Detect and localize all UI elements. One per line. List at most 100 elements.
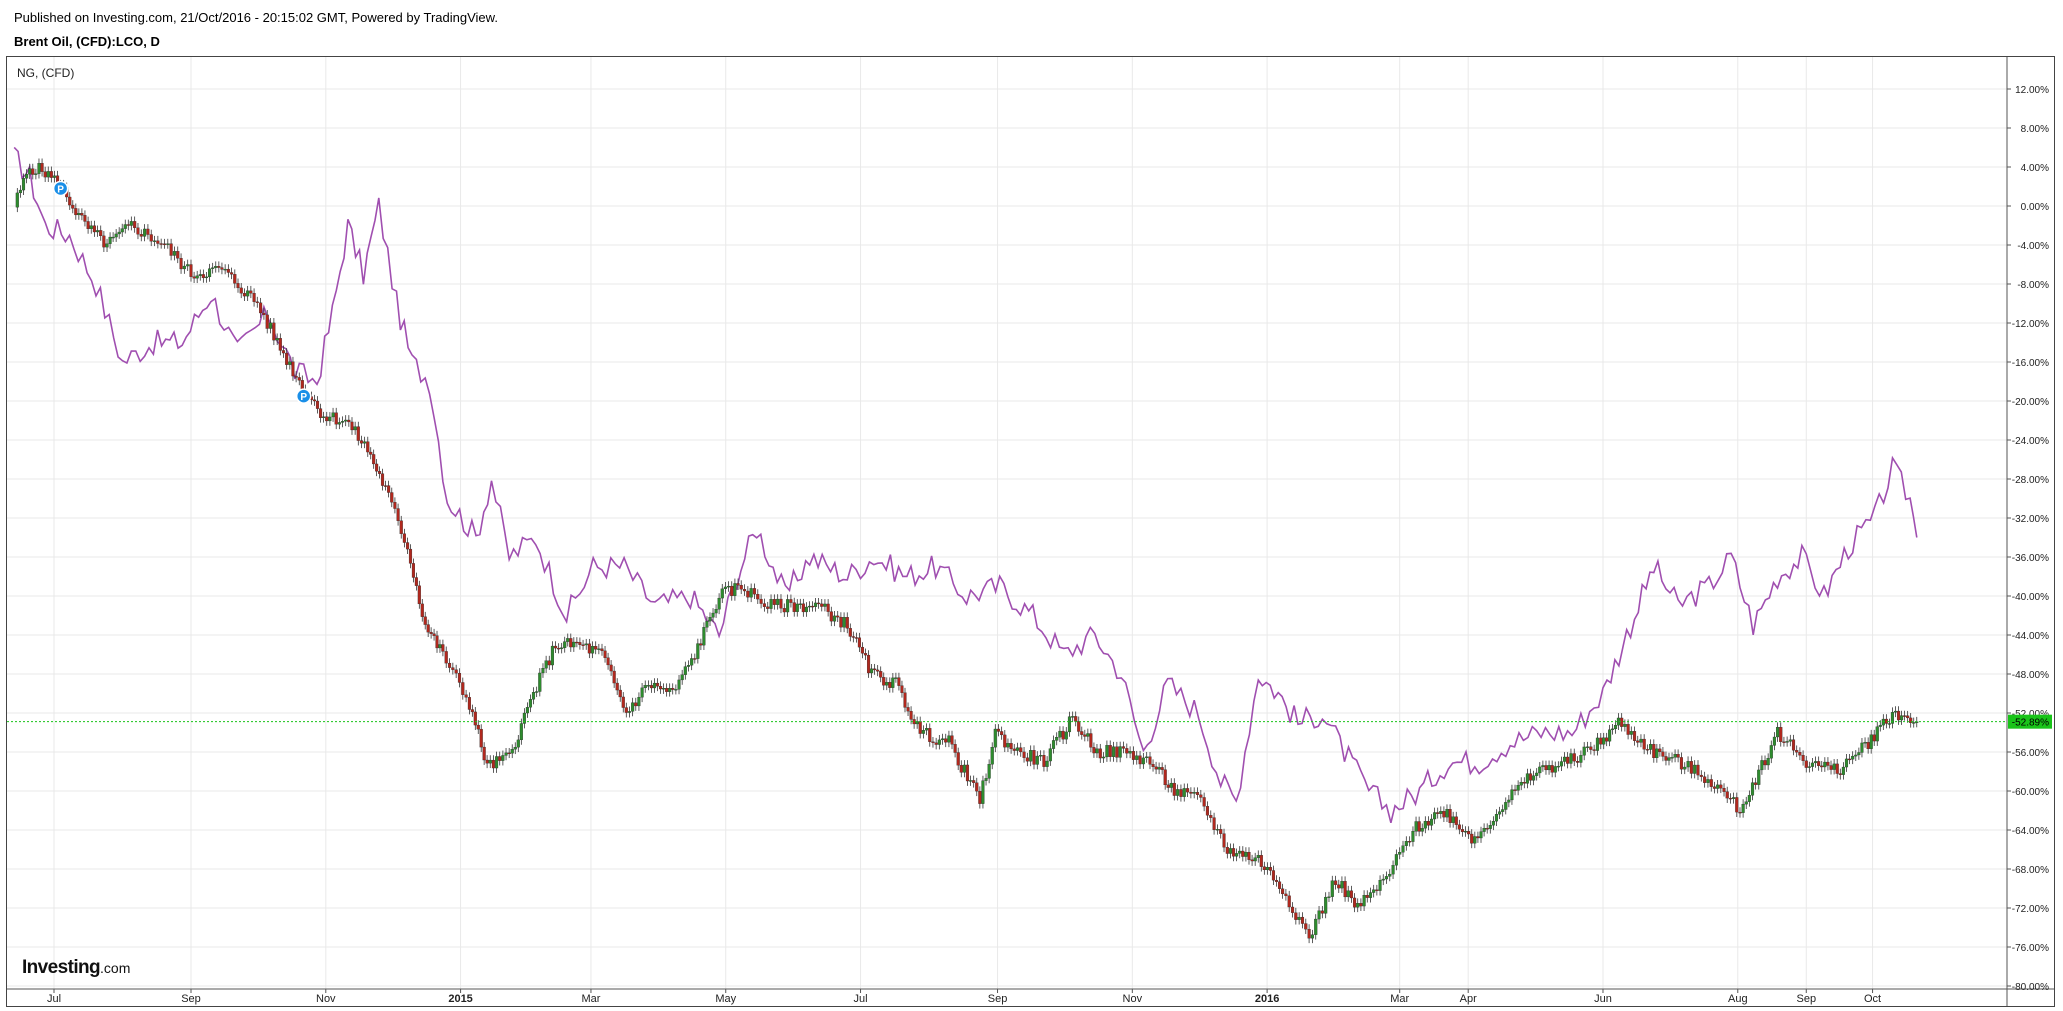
- candle-body: [1556, 765, 1560, 768]
- y-tick-label: -76.00%: [2012, 943, 2049, 954]
- candle-body: [1473, 836, 1477, 844]
- candle-body: [1766, 758, 1770, 766]
- y-tick-label: 12.00%: [2015, 85, 2049, 96]
- candle-body: [294, 375, 298, 378]
- candle-body: [1504, 802, 1508, 810]
- candle-body: [1693, 764, 1697, 774]
- candle-body: [239, 287, 243, 294]
- candle-body: [739, 585, 743, 590]
- candle-body: [454, 669, 458, 674]
- candle-body: [1476, 836, 1480, 839]
- candle-body: [554, 645, 558, 649]
- candle-body: [1629, 731, 1633, 735]
- candle-body: [1125, 748, 1129, 754]
- candle-body: [108, 236, 112, 244]
- logo-name: Investing: [22, 957, 101, 978]
- candle-body: [89, 225, 93, 229]
- candle-body: [195, 275, 199, 279]
- candle-body: [915, 721, 919, 725]
- logo-suffix: .com: [100, 960, 131, 976]
- candle-body: [1423, 821, 1427, 829]
- candle-body: [624, 707, 628, 713]
- candle-body: [1750, 782, 1755, 796]
- candle-body: [1209, 815, 1213, 818]
- candle-body: [322, 416, 326, 418]
- candle-body: [414, 577, 418, 586]
- candle-body: [1608, 729, 1612, 742]
- candle-body: [399, 520, 403, 534]
- candle-body: [495, 756, 499, 769]
- candle-body: [275, 338, 279, 341]
- candle-body: [1169, 782, 1173, 788]
- candle-body: [268, 322, 273, 329]
- candle-body: [662, 688, 666, 690]
- candle-body: [1320, 910, 1324, 914]
- candle-body: [1566, 756, 1570, 764]
- candle-body: [1516, 785, 1520, 791]
- candle-body: [1300, 916, 1305, 924]
- candle-body: [659, 686, 663, 690]
- price-chart[interactable]: 12.00% 8.00% 4.00% 0.00% -4.00% -8.00% -12.00%…: [7, 57, 2054, 1006]
- candle-body: [281, 350, 286, 354]
- candle-body: [906, 707, 910, 712]
- candle-body: [572, 641, 576, 648]
- candle-body: [1391, 865, 1395, 875]
- candle-body: [441, 644, 445, 652]
- candle-body: [1089, 733, 1093, 748]
- candle-body: [836, 615, 840, 618]
- candle-body: [1334, 880, 1338, 885]
- candle-body: [727, 585, 731, 588]
- candle-body: [1744, 801, 1748, 805]
- candle-body: [984, 778, 988, 781]
- candle-body: [1307, 928, 1311, 939]
- candle-body: [772, 599, 776, 605]
- candle-body: [566, 638, 570, 642]
- candle-body: [978, 791, 982, 804]
- candle-body: [1479, 831, 1483, 839]
- candle-body: [1860, 742, 1864, 753]
- candle-body: [423, 616, 427, 625]
- candle-body: [779, 598, 783, 609]
- candle-body: [1404, 841, 1408, 846]
- candle-body: [746, 590, 750, 598]
- candle-body: [444, 651, 448, 664]
- candle-body: [640, 687, 644, 698]
- candle-body: [1595, 737, 1600, 751]
- candle-body: [1284, 893, 1288, 896]
- candle-body: [52, 175, 56, 178]
- candle-body: [686, 665, 691, 667]
- candle-body: [1061, 730, 1065, 740]
- candle-body: [255, 301, 259, 303]
- candle-body: [1589, 746, 1593, 750]
- candle-body: [1151, 764, 1155, 767]
- candle-body: [223, 268, 227, 271]
- candle-body: [1699, 774, 1703, 777]
- chart-frame[interactable]: 12.00% 8.00% 4.00% 0.00% -4.00% -8.00% -12.00%…: [6, 56, 2055, 1007]
- candle-body: [429, 631, 433, 634]
- candle-body: [246, 290, 250, 297]
- candle-body: [1605, 737, 1609, 742]
- candle-body: [1083, 734, 1087, 737]
- candle-body: [1381, 878, 1385, 881]
- y-tick-label: -16.00%: [2012, 358, 2049, 369]
- candle-body: [990, 747, 994, 765]
- candle-body: [816, 602, 821, 605]
- candle-body: [972, 780, 976, 783]
- candle-body: [885, 682, 889, 686]
- candle-body: [1460, 829, 1464, 833]
- candle-body: [606, 657, 610, 666]
- candle-body: [1760, 760, 1764, 771]
- candle-body: [1003, 734, 1007, 748]
- candle-body: [829, 611, 833, 622]
- candle-body: [337, 422, 341, 425]
- candle-body: [759, 598, 763, 604]
- candle-body: [1215, 829, 1219, 831]
- candle-body: [1869, 734, 1873, 749]
- candle-body: [1519, 781, 1523, 786]
- candle-body: [1513, 789, 1517, 791]
- candle-body: [1535, 772, 1539, 776]
- candle-body: [516, 739, 520, 748]
- candle-body: [677, 679, 681, 690]
- candle-body: [1019, 747, 1023, 753]
- candle-body: [1115, 746, 1119, 758]
